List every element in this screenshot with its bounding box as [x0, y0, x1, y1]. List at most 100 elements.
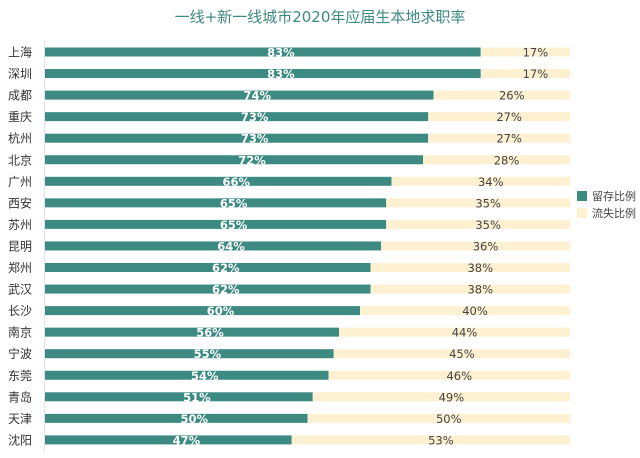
- category-label: 长沙: [8, 304, 32, 318]
- bar-retention: [45, 176, 392, 186]
- data-label-retention: 83%: [267, 46, 295, 60]
- data-label-retention: 83%: [267, 67, 295, 81]
- category-label: 郑州: [8, 260, 32, 275]
- data-label-retention: 55%: [194, 347, 222, 361]
- category-label: 天津: [8, 412, 32, 426]
- bar-retention: [45, 112, 429, 122]
- bar-retention: [45, 219, 387, 229]
- legend-swatch: [577, 191, 587, 201]
- chart-title: 一线+新一线城市2020年应届生本地求职率: [175, 8, 466, 26]
- category-label: 北京: [8, 153, 32, 167]
- data-label-retention: 73%: [241, 110, 269, 124]
- data-label-loss: 44%: [452, 326, 478, 340]
- bar-retention: [45, 69, 481, 79]
- bar-loss: [423, 155, 570, 165]
- data-label-loss: 38%: [467, 283, 493, 297]
- data-label-retention: 62%: [212, 283, 240, 297]
- category-label: 南京: [8, 325, 32, 340]
- bar-retention: [45, 198, 387, 208]
- bar-loss: [291, 435, 570, 445]
- category-label: 上海: [8, 45, 32, 60]
- legend-label: 流失比例: [592, 206, 636, 220]
- data-label-loss: 35%: [475, 218, 501, 232]
- data-label-retention: 50%: [180, 412, 208, 426]
- bar-loss: [386, 219, 570, 229]
- bar-retention: [45, 392, 313, 402]
- data-label-retention: 65%: [220, 218, 248, 232]
- bar-loss: [480, 47, 570, 57]
- category-label: 深圳: [8, 67, 32, 81]
- bar-loss: [381, 241, 570, 251]
- bar-loss: [386, 198, 570, 208]
- category-label: 武汉: [8, 283, 32, 297]
- category-label: 苏州: [8, 218, 32, 232]
- bar-loss: [370, 284, 570, 294]
- bar-retention: [45, 435, 292, 445]
- bar-loss: [307, 413, 570, 423]
- data-label-loss: 50%: [436, 412, 462, 426]
- category-label: 重庆: [8, 110, 32, 124]
- data-label-loss: 38%: [467, 261, 493, 275]
- data-label-loss: 27%: [496, 132, 522, 146]
- category-label: 沈阳: [8, 432, 32, 447]
- data-label-loss: 26%: [499, 89, 525, 103]
- category-label: 成都: [8, 89, 32, 103]
- data-label-retention: 56%: [196, 326, 224, 340]
- data-label-loss: 17%: [523, 67, 549, 81]
- bar-retention: [45, 241, 381, 251]
- category-label: 广州: [8, 175, 32, 189]
- data-label-retention: 47%: [173, 433, 201, 447]
- data-label-loss: 46%: [446, 369, 472, 383]
- bar-retention: [45, 413, 308, 423]
- category-label: 东莞: [8, 369, 32, 383]
- data-label-retention: 64%: [217, 239, 245, 253]
- data-label-loss: 27%: [496, 110, 522, 124]
- data-label-retention: 54%: [191, 369, 219, 383]
- data-label-retention: 74%: [243, 89, 271, 103]
- data-label-retention: 51%: [183, 390, 211, 404]
- bar-loss: [428, 112, 570, 122]
- bar-loss: [328, 370, 570, 380]
- bar-loss: [339, 327, 570, 337]
- data-label-retention: 66%: [222, 175, 250, 189]
- bar-loss: [391, 176, 570, 186]
- bar-retention: [45, 370, 329, 380]
- bar-loss: [428, 133, 570, 143]
- bar-loss: [433, 90, 570, 100]
- data-label-loss: 36%: [473, 239, 499, 253]
- data-label-loss: 49%: [439, 390, 465, 404]
- bar-loss: [333, 349, 570, 359]
- data-label-retention: 73%: [241, 132, 269, 146]
- data-label-retention: 62%: [212, 261, 240, 275]
- bars-group: 上海 83% 17% 深圳 83% 17% 成都 74% 26% 重庆 73% 27% 杭州 73% 27%…: [8, 45, 570, 447]
- category-label: 青岛: [8, 389, 32, 404]
- bar-retention: [45, 47, 481, 57]
- data-label-retention: 72%: [238, 153, 266, 167]
- data-label-loss: 45%: [449, 347, 475, 361]
- data-label-retention: 60%: [207, 304, 235, 318]
- bar-loss: [480, 69, 570, 79]
- category-label: 西安: [8, 195, 32, 210]
- legend-swatch: [577, 208, 587, 218]
- bar-loss: [312, 392, 570, 402]
- bar-retention: [45, 349, 334, 359]
- bar-retention: [45, 90, 434, 100]
- legend-label: 留存比例: [592, 189, 636, 203]
- data-label-retention: 65%: [220, 196, 248, 210]
- data-label-loss: 28%: [494, 153, 520, 167]
- category-label: 杭州: [8, 131, 32, 146]
- category-label: 昆明: [8, 239, 32, 253]
- bar-retention: [45, 284, 371, 294]
- bar-loss: [360, 306, 570, 316]
- bar-retention: [45, 327, 339, 337]
- data-label-loss: 40%: [462, 304, 488, 318]
- bar-retention: [45, 263, 371, 272]
- bar-retention: [45, 306, 360, 316]
- data-label-loss: 35%: [475, 196, 501, 210]
- category-label: 宁波: [8, 346, 32, 361]
- data-label-loss: 34%: [478, 175, 504, 189]
- bar-loss: [370, 263, 570, 272]
- data-label-loss: 17%: [523, 46, 549, 60]
